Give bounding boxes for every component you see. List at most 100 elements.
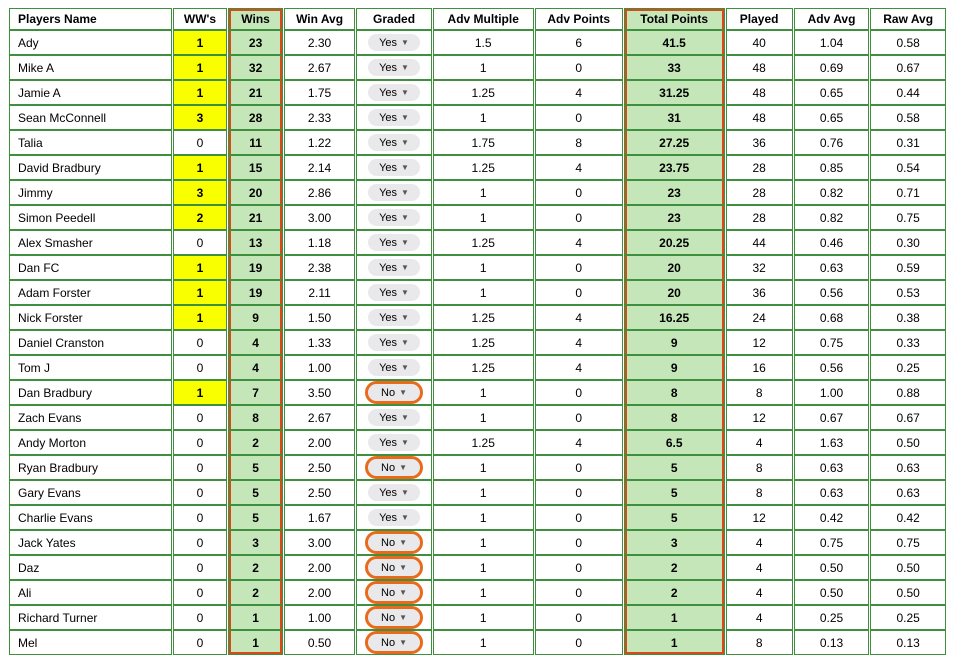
graded-dropdown[interactable]: Yes▼: [368, 434, 420, 451]
cell-total_points: 31.25: [624, 80, 725, 105]
graded-value: Yes: [379, 487, 397, 499]
cell-adv_points: 0: [535, 180, 623, 205]
cell-total_points: 20: [624, 280, 725, 305]
graded-dropdown[interactable]: Yes▼: [368, 359, 420, 376]
cell-graded: Yes▼: [356, 180, 432, 205]
graded-dropdown[interactable]: No▼: [368, 634, 420, 651]
cell-adv_points: 4: [535, 330, 623, 355]
cell-adv_multiple: 1: [433, 580, 534, 605]
cell-adv_multiple: 1.25: [433, 230, 534, 255]
cell-wws: 0: [173, 480, 228, 505]
graded-value: Yes: [379, 262, 397, 274]
cell-wins: 1: [228, 630, 283, 655]
cell-played: 8: [726, 480, 793, 505]
cell-adv_multiple: 1: [433, 630, 534, 655]
cell-played: 12: [726, 505, 793, 530]
cell-adv_multiple: 1.75: [433, 130, 534, 155]
cell-raw_avg: 0.67: [870, 405, 946, 430]
graded-dropdown[interactable]: Yes▼: [368, 309, 420, 326]
cell-adv_avg: 0.67: [794, 405, 870, 430]
cell-played: 28: [726, 155, 793, 180]
graded-dropdown[interactable]: Yes▼: [368, 209, 420, 226]
cell-name: Talia: [9, 130, 172, 155]
cell-raw_avg: 0.13: [870, 630, 946, 655]
cell-wins: 21: [228, 80, 283, 105]
cell-adv_points: 0: [535, 405, 623, 430]
cell-name: Mel: [9, 630, 172, 655]
cell-total_points: 5: [624, 505, 725, 530]
cell-played: 48: [726, 55, 793, 80]
graded-dropdown[interactable]: Yes▼: [368, 59, 420, 76]
col-header-name: Players Name: [9, 8, 172, 30]
cell-adv_avg: 0.69: [794, 55, 870, 80]
graded-dropdown[interactable]: Yes▼: [368, 259, 420, 276]
cell-wins: 15: [228, 155, 283, 180]
graded-dropdown[interactable]: No▼: [368, 384, 420, 401]
cell-wws: 0: [173, 505, 228, 530]
cell-win_avg: 1.00: [284, 355, 355, 380]
graded-dropdown[interactable]: Yes ▼: [368, 484, 420, 501]
cell-name: Simon Peedell: [9, 205, 172, 230]
cell-wws: 1: [173, 280, 228, 305]
cell-name: Mike A: [9, 55, 172, 80]
chevron-down-icon: ▼: [401, 489, 409, 497]
graded-dropdown[interactable]: Yes▼: [368, 509, 420, 526]
cell-adv_avg: 1.63: [794, 430, 870, 455]
cell-wins: 19: [228, 255, 283, 280]
graded-dropdown[interactable]: No▼: [368, 584, 420, 601]
cell-win_avg: 2.50: [284, 455, 355, 480]
graded-dropdown[interactable]: No▼: [368, 459, 420, 476]
graded-dropdown[interactable]: Yes▼: [368, 334, 420, 351]
cell-adv_avg: 0.76: [794, 130, 870, 155]
cell-adv_avg: 0.63: [794, 255, 870, 280]
col-header-win_avg: Win Avg: [284, 8, 355, 30]
graded-dropdown[interactable]: Yes▼: [368, 109, 420, 126]
cell-wws: 0: [173, 555, 228, 580]
cell-adv_multiple: 1.25: [433, 355, 534, 380]
graded-dropdown[interactable]: Yes▼: [368, 159, 420, 176]
cell-total_points: 33: [624, 55, 725, 80]
graded-dropdown[interactable]: Yes▼: [368, 134, 420, 151]
chevron-down-icon: ▼: [401, 314, 409, 322]
chevron-down-icon: ▼: [399, 639, 407, 647]
graded-dropdown[interactable]: Yes▼: [368, 184, 420, 201]
cell-graded: Yes▼: [356, 155, 432, 180]
graded-dropdown[interactable]: Yes▼: [368, 234, 420, 251]
graded-value: No: [381, 387, 395, 399]
graded-dropdown[interactable]: Yes▼: [368, 84, 420, 101]
graded-value: No: [381, 537, 395, 549]
cell-name: Dan FC: [9, 255, 172, 280]
cell-win_avg: 2.00: [284, 430, 355, 455]
cell-adv_avg: 0.13: [794, 630, 870, 655]
graded-dropdown[interactable]: No▼: [368, 534, 420, 551]
cell-graded: Yes▼: [356, 330, 432, 355]
chevron-down-icon: ▼: [401, 214, 409, 222]
cell-raw_avg: 0.38: [870, 305, 946, 330]
table-row: Zach Evans082.67Yes▼108120.670.67: [9, 405, 946, 430]
cell-win_avg: 2.14: [284, 155, 355, 180]
cell-graded: Yes▼: [356, 355, 432, 380]
table-row: Mike A1322.67Yes▼1033480.690.67: [9, 55, 946, 80]
cell-wws: 0: [173, 605, 228, 630]
cell-name: Daz: [9, 555, 172, 580]
col-header-graded: Graded: [356, 8, 432, 30]
graded-dropdown[interactable]: No▼: [368, 559, 420, 576]
col-header-adv_avg: Adv Avg: [794, 8, 870, 30]
cell-total_points: 16.25: [624, 305, 725, 330]
cell-name: Adam Forster: [9, 280, 172, 305]
cell-adv_avg: 0.63: [794, 455, 870, 480]
chevron-down-icon: ▼: [401, 64, 409, 72]
graded-dropdown[interactable]: Yes▼: [368, 409, 420, 426]
graded-dropdown[interactable]: Yes▼: [368, 34, 420, 51]
cell-name: Ryan Bradbury: [9, 455, 172, 480]
cell-name: Nick Forster: [9, 305, 172, 330]
graded-dropdown[interactable]: No▼: [368, 609, 420, 626]
cell-wws: 1: [173, 30, 228, 55]
cell-name: Jack Yates: [9, 530, 172, 555]
graded-dropdown[interactable]: Yes▼: [368, 284, 420, 301]
col-header-adv_points: Adv Points: [535, 8, 623, 30]
cell-wins: 4: [228, 330, 283, 355]
table-row: Ady1232.30Yes▼1.5641.5401.040.58: [9, 30, 946, 55]
cell-adv_avg: 0.50: [794, 580, 870, 605]
cell-wws: 1: [173, 380, 228, 405]
